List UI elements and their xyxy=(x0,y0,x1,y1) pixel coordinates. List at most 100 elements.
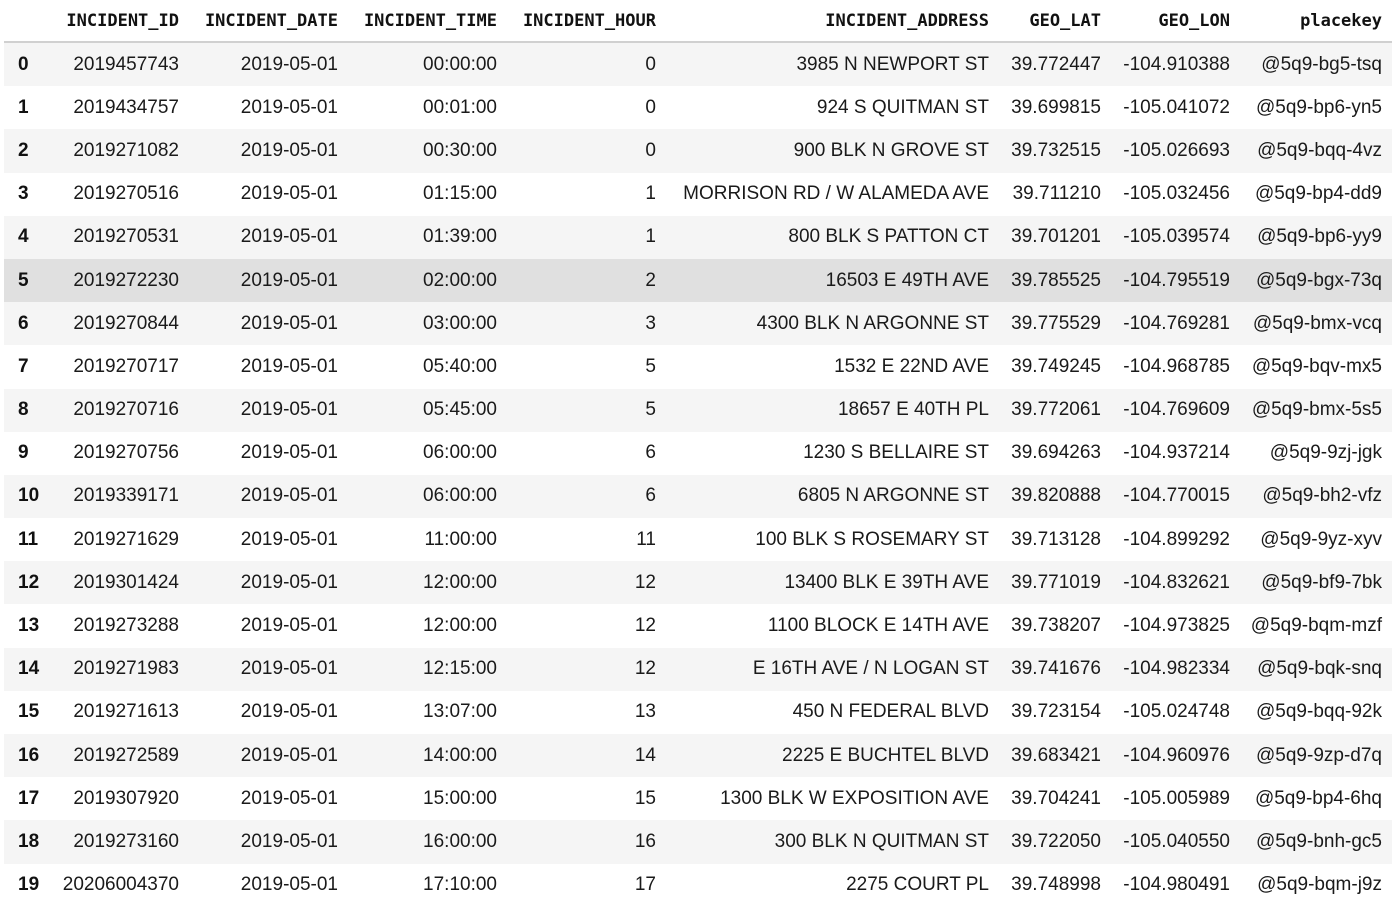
column-header-incident-id[interactable]: INCIDENT_ID xyxy=(52,0,189,43)
placekey-cell: @5q9-bmx-5s5 xyxy=(1251,399,1382,421)
row-index: 11 xyxy=(18,528,39,550)
table-row[interactable]: 11 2019271629 2019-05-01 11:00:00 11 100 BLK … xyxy=(4,518,1392,562)
geo-lat-cell: 39.683421 xyxy=(1011,744,1101,766)
incident-hour-cell: 5 xyxy=(645,399,656,421)
incident-id-cell: 2019457743 xyxy=(73,53,179,75)
table-row[interactable]: 4 2019270531 2019-05-01 01:39:00 1 800 BLK S … xyxy=(4,215,1392,259)
incident-time-cell: 13:07:00 xyxy=(423,701,497,723)
geo-lat-cell: 39.738207 xyxy=(1011,615,1101,637)
incident-address-cell: 18657 E 40TH PL xyxy=(837,399,989,421)
dataframe-table: INCIDENT_ID INCIDENT_DATE INCIDENT_TIME … xyxy=(4,0,1392,903)
table-row[interactable]: 3 2019270516 2019-05-01 01:15:00 1 MORRISON R… xyxy=(4,172,1392,216)
incident-id-cell: 2019339171 xyxy=(73,485,179,507)
geo-lon-cell: -104.770015 xyxy=(1123,485,1230,507)
geo-lon-cell: -105.005989 xyxy=(1123,787,1230,809)
table-row[interactable]: 16 2019272589 2019-05-01 14:00:00 14 2225 E B… xyxy=(4,734,1392,778)
incident-id-cell: 20206004370 xyxy=(62,874,179,896)
column-header-geo-lat[interactable]: GEO_LAT xyxy=(999,0,1111,43)
geo-lat-cell: 39.772061 xyxy=(1011,399,1101,421)
table-row[interactable]: 17 2019307920 2019-05-01 15:00:00 15 1300 BLK… xyxy=(4,777,1392,821)
column-header-incident-date[interactable]: INCIDENT_DATE xyxy=(189,0,348,43)
incident-id-cell: 2019273160 xyxy=(73,830,179,852)
incident-hour-cell: 0 xyxy=(645,96,656,118)
row-index: 8 xyxy=(18,399,29,421)
index-header xyxy=(4,0,52,43)
incident-address-cell: MORRISON RD / W ALAMEDA AVE xyxy=(683,183,989,205)
incident-hour-cell: 12 xyxy=(634,658,656,680)
geo-lat-cell: 39.723154 xyxy=(1011,701,1101,723)
placekey-cell: @5q9-bqv-mx5 xyxy=(1251,355,1382,377)
incident-hour-cell: 5 xyxy=(645,355,656,377)
column-header-placekey[interactable]: placekey xyxy=(1240,0,1392,43)
table-row[interactable]: 18 2019273160 2019-05-01 16:00:00 16 300 BLK … xyxy=(4,820,1392,864)
geo-lon-cell: -104.968785 xyxy=(1123,355,1230,377)
incident-address-cell: 13400 BLK E 39TH AVE xyxy=(784,571,989,593)
incident-address-cell: 100 BLK S ROSEMARY ST xyxy=(755,528,989,550)
incident-time-cell: 00:01:00 xyxy=(423,96,497,118)
table-row[interactable]: 15 2019271613 2019-05-01 13:07:00 13 450 N FE… xyxy=(4,690,1392,734)
geo-lon-cell: -104.982334 xyxy=(1123,658,1230,680)
incident-date-cell: 2019-05-01 xyxy=(240,658,338,680)
table-row[interactable]: 7 2019270717 2019-05-01 05:40:00 5 1532 E 22N… xyxy=(4,345,1392,389)
incident-date-cell: 2019-05-01 xyxy=(240,571,338,593)
column-header-incident-address[interactable]: INCIDENT_ADDRESS xyxy=(666,0,999,43)
incident-time-cell: 06:00:00 xyxy=(423,485,497,507)
incident-time-cell: 12:15:00 xyxy=(423,658,497,680)
table-row[interactable]: 19 20206004370 2019-05-01 17:10:00 17 2275 CO… xyxy=(4,863,1392,903)
incident-date-cell: 2019-05-01 xyxy=(240,226,338,248)
incident-date-cell: 2019-05-01 xyxy=(240,442,338,464)
table-row[interactable]: 2 2019271082 2019-05-01 00:30:00 0 900 BLK N … xyxy=(4,129,1392,173)
geo-lon-cell: -104.973825 xyxy=(1123,615,1230,637)
header-row: INCIDENT_ID INCIDENT_DATE INCIDENT_TIME … xyxy=(4,0,1392,43)
table-row[interactable]: 9 2019270756 2019-05-01 06:00:00 6 1230 S BEL… xyxy=(4,431,1392,475)
table-row[interactable]: 1 2019434757 2019-05-01 00:01:00 0 924 S QUIT… xyxy=(4,86,1392,130)
table-row[interactable]: 5 2019272230 2019-05-01 02:00:00 2 16503 E 49… xyxy=(4,258,1392,303)
placekey-cell: @5q9-bf9-7bk xyxy=(1261,571,1382,593)
incident-date-cell: 2019-05-01 xyxy=(240,874,338,896)
incident-time-cell: 01:15:00 xyxy=(423,183,497,205)
column-header-incident-time[interactable]: INCIDENT_TIME xyxy=(348,0,507,43)
incident-id-cell: 2019270716 xyxy=(73,399,179,421)
row-index: 18 xyxy=(18,830,40,852)
column-header-geo-lon[interactable]: GEO_LON xyxy=(1111,0,1240,43)
geo-lat-cell: 39.701201 xyxy=(1011,226,1101,248)
table-row[interactable]: 0 2019457743 2019-05-01 00:00:00 0 3985 N NEW… xyxy=(4,42,1392,87)
incident-address-cell: 1532 E 22ND AVE xyxy=(834,355,989,377)
geo-lon-cell: -104.795519 xyxy=(1123,269,1230,291)
incident-time-cell: 06:00:00 xyxy=(423,442,497,464)
incident-address-cell: 3985 N NEWPORT ST xyxy=(796,53,989,75)
incident-address-cell: 16503 E 49TH AVE xyxy=(825,269,989,291)
placekey-cell: @5q9-bmx-vcq xyxy=(1252,312,1382,334)
incident-date-cell: 2019-05-01 xyxy=(240,183,338,205)
geo-lat-cell: 39.820888 xyxy=(1011,485,1101,507)
incident-hour-cell: 0 xyxy=(645,139,656,161)
incident-id-cell: 2019270516 xyxy=(73,183,179,205)
geo-lon-cell: -105.024748 xyxy=(1123,701,1230,723)
incident-hour-cell: 6 xyxy=(645,442,656,464)
row-index: 9 xyxy=(18,442,29,464)
geo-lat-cell: 39.771019 xyxy=(1011,571,1101,593)
row-index: 15 xyxy=(18,701,40,723)
column-header-incident-hour[interactable]: INCIDENT_HOUR xyxy=(507,0,666,43)
incident-id-cell: 2019270844 xyxy=(73,312,179,334)
geo-lon-cell: -104.910388 xyxy=(1123,53,1230,75)
incident-time-cell: 12:00:00 xyxy=(423,571,497,593)
placekey-cell: @5q9-9yz-xyv xyxy=(1260,528,1382,550)
table-row[interactable]: 10 2019339171 2019-05-01 06:00:00 6 6805 N AR… xyxy=(4,474,1392,519)
geo-lon-cell: -104.769281 xyxy=(1123,312,1230,334)
table-row[interactable]: 12 2019301424 2019-05-01 12:00:00 12 13400 BL… xyxy=(4,561,1392,605)
incident-hour-cell: 11 xyxy=(636,528,656,550)
incident-address-cell: 900 BLK N GROVE ST xyxy=(793,139,989,161)
geo-lon-cell: -105.032456 xyxy=(1123,183,1230,205)
incident-time-cell: 05:45:00 xyxy=(423,399,497,421)
incident-time-cell: 12:00:00 xyxy=(423,615,497,637)
table-row[interactable]: 14 2019271983 2019-05-01 12:15:00 12 E 16TH A… xyxy=(4,647,1392,691)
incident-date-cell: 2019-05-01 xyxy=(240,269,338,291)
geo-lon-cell: -104.960976 xyxy=(1123,744,1230,766)
table-row[interactable]: 8 2019270716 2019-05-01 05:45:00 5 18657 E 40… xyxy=(4,388,1392,432)
placekey-cell: @5q9-bp4-dd9 xyxy=(1254,183,1382,205)
placekey-cell: @5q9-bg5-tsq xyxy=(1261,53,1382,75)
table-row[interactable]: 6 2019270844 2019-05-01 03:00:00 3 4300 BLK N… xyxy=(4,302,1392,346)
geo-lat-cell: 39.722050 xyxy=(1011,830,1101,852)
table-row[interactable]: 13 2019273288 2019-05-01 12:00:00 12 1100 BLO… xyxy=(4,604,1392,648)
